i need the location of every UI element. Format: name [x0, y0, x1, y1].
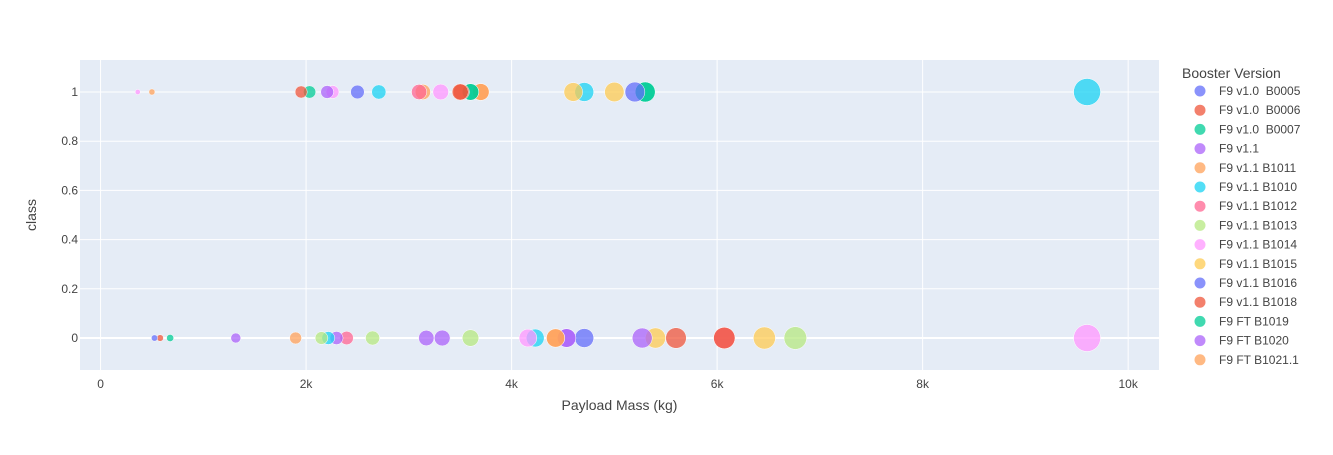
legend-marker[interactable]	[1194, 181, 1206, 193]
legend-marker[interactable]	[1194, 296, 1206, 308]
y-tick-label: 0.6	[61, 183, 78, 197]
x-tick-label: 8k	[916, 377, 930, 391]
x-tick-label: 0	[97, 377, 104, 391]
legend-label[interactable]: F9 v1.0 B0007	[1219, 122, 1301, 136]
legend-marker[interactable]	[1194, 354, 1206, 366]
y-tick-label: 0.2	[61, 282, 78, 296]
data-point[interactable]	[365, 330, 380, 346]
legend-marker[interactable]	[1194, 258, 1206, 270]
data-point[interactable]	[713, 327, 736, 350]
legend-label[interactable]: F9 v1.1 B1010	[1219, 180, 1297, 194]
data-point[interactable]	[166, 334, 174, 342]
legend-label[interactable]: F9 v1.1 B1012	[1219, 199, 1297, 213]
data-point[interactable]	[1073, 78, 1101, 106]
y-tick-label: 0	[71, 331, 78, 345]
data-point[interactable]	[432, 83, 449, 101]
data-point[interactable]	[151, 334, 158, 342]
legend: F9 v1.0 B0005 F9 v1.0 B0006 F9 v1.0 B0007 F…	[1194, 84, 1301, 367]
legend-marker[interactable]	[1194, 143, 1206, 155]
data-point[interactable]	[574, 328, 594, 348]
legend-marker[interactable]	[1194, 315, 1206, 327]
legend-label[interactable]: F9 v1.1 B1014	[1219, 238, 1297, 252]
legend-marker[interactable]	[1194, 123, 1206, 135]
y-tick-label: 1	[71, 85, 78, 99]
legend-label[interactable]: F9 v1.0 B0006	[1219, 103, 1301, 117]
x-tick-label: 2k	[300, 377, 314, 391]
data-points	[134, 78, 1101, 352]
legend-marker[interactable]	[1194, 200, 1206, 212]
data-point[interactable]	[451, 83, 469, 101]
legend-marker[interactable]	[1194, 219, 1206, 231]
data-point[interactable]	[350, 84, 365, 100]
y-tick-label: 0.8	[61, 134, 78, 148]
data-point[interactable]	[294, 85, 308, 99]
data-point[interactable]	[624, 81, 646, 103]
data-point[interactable]	[546, 328, 566, 348]
legend-label[interactable]: F9 v1.1 B1013	[1219, 218, 1297, 232]
x-axis-title: Payload Mass (kg)	[562, 397, 678, 413]
data-point[interactable]	[604, 81, 625, 102]
data-point[interactable]	[230, 332, 242, 344]
y-axis-title: class	[23, 199, 39, 231]
data-point[interactable]	[434, 329, 451, 347]
legend-label[interactable]: F9 FT B1019	[1219, 314, 1289, 328]
data-point[interactable]	[631, 327, 653, 349]
data-point[interactable]	[134, 89, 141, 95]
data-point[interactable]	[665, 327, 687, 349]
legend-marker[interactable]	[1194, 104, 1206, 116]
data-point[interactable]	[783, 326, 807, 350]
data-point[interactable]	[411, 84, 428, 100]
legend-marker[interactable]	[1194, 277, 1206, 289]
legend-marker[interactable]	[1194, 85, 1206, 97]
legend-label[interactable]: F9 v1.1 B1011	[1219, 161, 1296, 175]
grid-lines	[80, 60, 1159, 370]
x-tick-label: 6k	[711, 377, 725, 391]
legend-title: Booster Version	[1182, 65, 1281, 81]
data-point[interactable]	[563, 82, 583, 102]
data-point[interactable]	[371, 84, 387, 100]
data-point[interactable]	[518, 328, 538, 348]
legend-label[interactable]: F9 FT B1021.1	[1219, 353, 1299, 367]
data-point[interactable]	[320, 85, 334, 99]
y-tick-label: 0.4	[61, 233, 78, 247]
data-point[interactable]	[1073, 324, 1101, 352]
data-point[interactable]	[148, 88, 156, 96]
legend-marker[interactable]	[1194, 162, 1206, 174]
x-tick-label: 10k	[1118, 377, 1138, 391]
data-point[interactable]	[753, 326, 776, 350]
legend-label[interactable]: F9 v1.1 B1016	[1219, 276, 1297, 290]
x-tick-label: 4k	[505, 377, 519, 391]
data-point[interactable]	[461, 329, 480, 347]
data-point[interactable]	[418, 330, 435, 347]
tick-labels: 0 2k 4k 6k 8k 10k 0 0.2 0.4 0.6 0.8 1	[61, 85, 1139, 391]
legend-marker[interactable]	[1194, 335, 1206, 347]
legend-label[interactable]: F9 v1.0 B0005	[1219, 84, 1301, 98]
legend-label[interactable]: F9 FT B1020	[1219, 334, 1289, 348]
legend-label[interactable]: F9 v1.1	[1219, 142, 1259, 156]
data-point[interactable]	[289, 331, 302, 345]
legend-label[interactable]: F9 v1.1 B1015	[1219, 257, 1297, 271]
data-point[interactable]	[314, 331, 329, 345]
plot-background	[80, 60, 1159, 370]
legend-marker[interactable]	[1194, 239, 1206, 251]
legend-label[interactable]: F9 v1.1 B1018	[1219, 295, 1297, 309]
